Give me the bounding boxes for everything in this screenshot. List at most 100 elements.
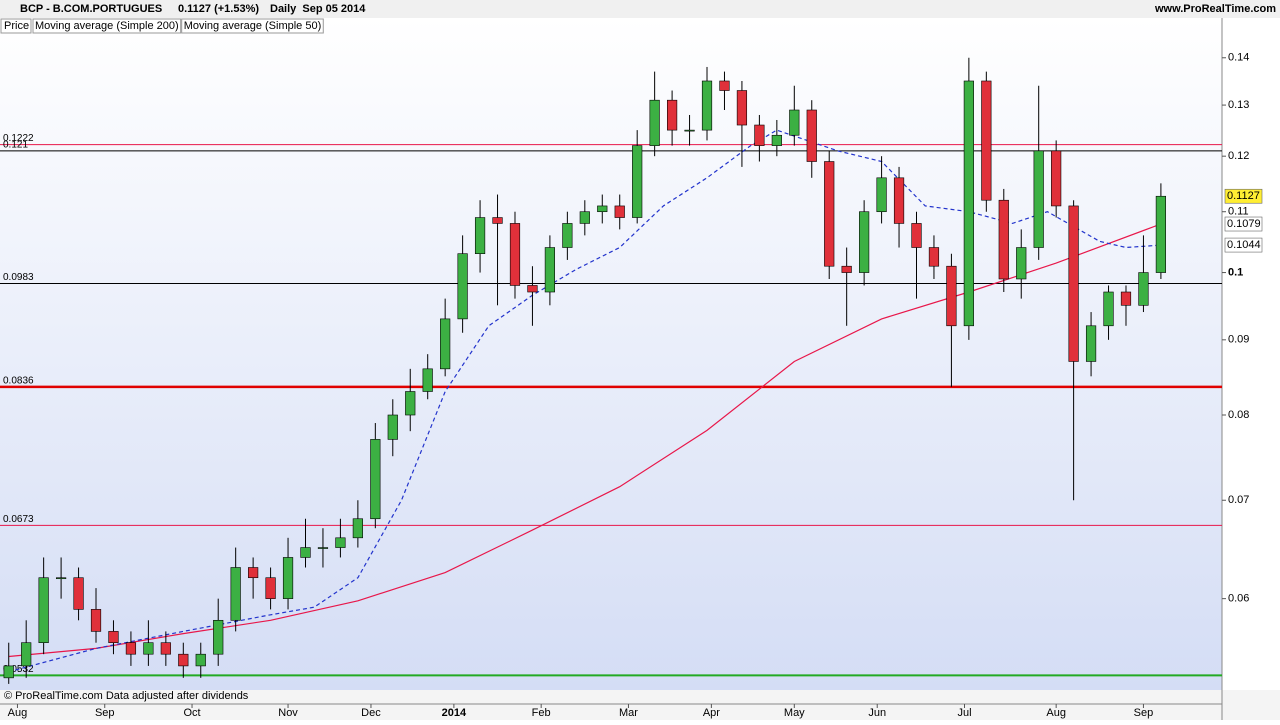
- candle-body: [160, 642, 171, 655]
- plot-area: [0, 18, 1222, 690]
- candle-body: [736, 90, 748, 126]
- candle-body: [1085, 325, 1097, 362]
- candle-body: [946, 265, 957, 327]
- candle-body: [1068, 205, 1079, 362]
- last-value-box: [1224, 188, 1263, 204]
- x-tick-label: Apr: [703, 707, 720, 719]
- source: www.ProRealTime.com: [1154, 3, 1276, 15]
- candle-body: [701, 80, 713, 131]
- legend-box: [181, 18, 324, 34]
- x-tick-label: Aug: [8, 707, 28, 719]
- x-tick-label: Aug: [1046, 707, 1066, 719]
- candle-body: [666, 99, 678, 131]
- y-tick-label: 0.13: [1228, 99, 1249, 111]
- candle-body: [1138, 272, 1149, 306]
- legend-entry: Moving average (Simple 200): [35, 20, 179, 32]
- candle-body: [387, 414, 398, 440]
- candle-body: [911, 223, 922, 248]
- candle-body: [492, 217, 503, 224]
- y-tick-label: 0.11: [1228, 206, 1249, 218]
- candle-body: [300, 547, 311, 558]
- candle-body: [824, 161, 835, 267]
- candle-body: [1120, 291, 1132, 306]
- candle-body: [1016, 247, 1027, 280]
- x-tick-label: Jul: [957, 707, 971, 719]
- price-label: 0.1127 (+1.53%): [178, 3, 259, 15]
- candle-body: [841, 265, 852, 273]
- candle-body: [771, 134, 782, 146]
- candle-body: [248, 567, 259, 579]
- candle-body: [632, 145, 643, 218]
- candle-body: [440, 318, 451, 370]
- legend-box: [32, 18, 182, 34]
- x-tick-label: Nov: [278, 707, 298, 719]
- candle-body: [1103, 291, 1114, 327]
- candle-body: [981, 80, 992, 201]
- last-value-label: 0.1127: [1227, 190, 1260, 202]
- candle-body: [509, 223, 521, 286]
- candle-body: [282, 557, 294, 599]
- candle-body: [335, 537, 346, 548]
- x-tick-label: 2014: [442, 707, 467, 719]
- candle-body: [125, 642, 137, 655]
- title: BCP - B.COM.PORTUGUES: [20, 3, 162, 15]
- candle-body: [55, 577, 67, 580]
- x-tick-label: Feb: [532, 707, 551, 719]
- candle-body: [806, 109, 817, 162]
- x-tick-label: Sep: [95, 707, 115, 719]
- last-value-label: 0.1044: [1227, 239, 1261, 251]
- x-tick-label: Oct: [183, 707, 200, 719]
- level-label: 0.0983: [3, 272, 34, 283]
- candle-body: [928, 247, 940, 267]
- legend-price: Price: [4, 20, 29, 32]
- candle-body: [649, 99, 660, 146]
- candle-body: [963, 80, 974, 327]
- x-tick-label: May: [784, 707, 805, 719]
- candle-body: [352, 518, 363, 539]
- candle-body: [405, 391, 416, 416]
- header-bar: [0, 0, 1280, 18]
- candle-body: [422, 368, 433, 392]
- level-label: 0.0673: [3, 514, 34, 525]
- candle-body: [21, 642, 32, 667]
- y-tick-label: 0.08: [1228, 409, 1249, 421]
- candle-body: [562, 223, 573, 248]
- candle-body: [38, 577, 49, 643]
- candle-body: [3, 665, 14, 679]
- last-value-box: [1224, 237, 1263, 253]
- candle-body: [178, 653, 189, 667]
- candle-body: [789, 109, 800, 136]
- y-tick-label: 0.07: [1228, 494, 1249, 506]
- x-tick-label: Dec: [361, 707, 381, 719]
- candle-body: [893, 177, 905, 224]
- candle-body: [544, 247, 556, 293]
- candle-body: [73, 577, 84, 610]
- x-tick-label: Jun: [868, 707, 886, 719]
- x-tick-label: Mar: [619, 707, 638, 719]
- candle-body: [195, 653, 206, 667]
- candle-body: [1155, 195, 1167, 273]
- candle-body: [265, 577, 276, 599]
- level-label: 0.0836: [3, 376, 34, 387]
- candle-body: [719, 80, 730, 91]
- candle-body: [876, 177, 887, 213]
- candle-body: [754, 124, 765, 146]
- y-tick-label: 0.12: [1228, 150, 1249, 162]
- candle-body: [614, 205, 625, 218]
- candle-body: [998, 199, 1009, 280]
- candle-body: [230, 567, 241, 621]
- period-label: Daily Sep 05 2014: [270, 3, 366, 15]
- x-axis-bar: [0, 690, 1280, 720]
- candle-body: [1033, 150, 1044, 248]
- y-tick-label: 0.14: [1228, 52, 1249, 64]
- candle-body: [90, 609, 102, 632]
- candle-body: [213, 619, 224, 655]
- candle-body: [370, 439, 381, 520]
- level-label: 0.121: [3, 140, 28, 151]
- candle-body: [108, 631, 119, 643]
- candle-body: [579, 211, 590, 224]
- candle-body: [457, 253, 468, 320]
- candle-body: [143, 642, 154, 655]
